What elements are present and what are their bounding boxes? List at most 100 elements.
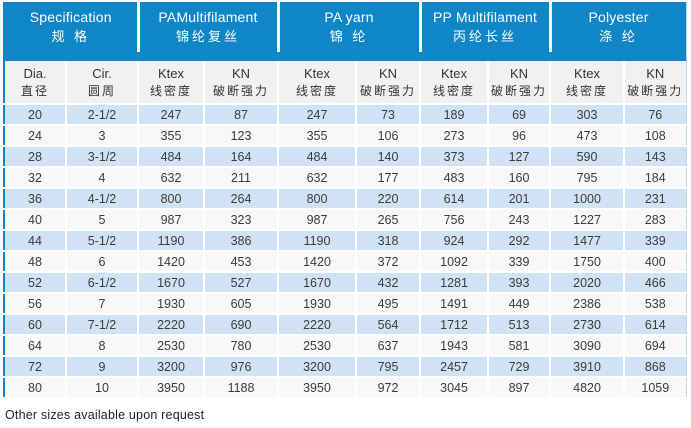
table-cell: 3090 [550,335,626,357]
table-cell: 386 [204,230,280,252]
table-cell: 231 [624,188,687,210]
table-cell: 513 [488,314,552,336]
group-header-row: Specification 规 格 PAMultifilament 锦纶复丝 PA ya… [4,2,687,52]
table-cell: 924 [420,230,490,252]
column-group-label-en: Specification [29,8,112,25]
table-cell: 323 [204,209,280,231]
table-cell: 4-1/2 [66,188,140,210]
column-header-label-en: Cir. [92,65,112,81]
table-cell: 1420 [278,251,358,273]
table-cell: 339 [488,251,552,273]
table-cell: 164 [204,146,280,168]
table-cell: 800 [278,188,358,210]
table-cell: 1712 [420,314,490,336]
column-header: Ktex 线密度 [138,61,206,105]
column-header: Ktex 线密度 [278,61,358,105]
column-header: Dia. 直径 [4,61,67,105]
table-cell: 483 [420,167,490,189]
table-cell: 780 [204,335,280,357]
table-row: 28 3-1/2 484 164 484 140 373 127 590 143 [4,146,687,168]
table-cell: 1227 [550,209,626,231]
table-cell: 590 [550,146,626,168]
table-cell: 76 [624,104,687,126]
table-cell: 2386 [550,293,626,315]
column-header-label-zh: 线密度 [296,83,339,98]
table-cell: 1092 [420,251,490,273]
table-cell: 20 [4,104,67,126]
table-cell: 756 [420,209,490,231]
column-header-label-en: KN [646,65,665,81]
table-cell: 127 [488,146,552,168]
table-cell: 1477 [550,230,626,252]
table-cell: 7 [66,293,140,315]
column-group-label-zh: 锦 纶 [329,28,369,44]
column-header-label-zh: 直径 [20,83,49,98]
table-cell: 28 [4,146,67,168]
table-cell: 108 [624,125,687,147]
table-cell: 393 [488,272,552,294]
table-cell: 355 [138,125,206,147]
table-cell: 449 [488,293,552,315]
column-header-label-zh: 破断强力 [491,83,548,98]
column-group-label-zh: 锦纶复丝 [176,28,241,44]
column-header-label-en: Ktex [158,65,185,81]
table-cell: 243 [488,209,552,231]
table-cell: 564 [356,314,422,336]
footer-note: Other sizes available upon request [5,408,205,422]
table-cell: 484 [278,146,358,168]
table-row: 24 3 355 123 355 106 273 96 473 108 [4,125,687,147]
table-cell: 303 [550,104,626,126]
table-cell: 72 [4,356,67,378]
table-cell: 247 [278,104,358,126]
table-row: 52 6-1/2 1670 527 1670 432 1281 393 2020 466 [4,272,687,294]
column-header-label-en: Ktex [304,65,331,81]
table-cell: 211 [204,167,280,189]
table-body: 20 2-1/2 247 87 247 73 189 69 303 76 24 3 355 123 355 1… [4,104,687,399]
column-group-label-en: PA yarn [324,8,374,25]
table-row: 72 9 3200 976 3200 795 2457 729 3910 868 [4,356,687,378]
table-cell: 868 [624,356,687,378]
column-header-label-zh: 线密度 [433,83,476,98]
table-cell: 3 [66,125,140,147]
table-cell: 60 [4,314,67,336]
table-cell: 184 [624,167,687,189]
column-header: KN 破断强力 [356,61,422,105]
table-header: Specification 规 格 PAMultifilament 锦纶复丝 PA ya… [4,2,687,105]
table-cell: 24 [4,125,67,147]
column-group-header: PAMultifilament 锦纶复丝 [138,2,280,52]
table-cell: 527 [204,272,280,294]
rope-specification-table: Specification 规 格 PAMultifilament 锦纶复丝 PA ya… [3,2,687,399]
table-row: 48 6 1420 453 1420 372 1092 339 1750 400 [4,251,687,273]
table-cell: 1420 [138,251,206,273]
table-cell: 632 [138,167,206,189]
column-header: Ktex 线密度 [420,61,490,105]
table-cell: 73 [356,104,422,126]
table-cell: 247 [138,104,206,126]
table-cell: 273 [420,125,490,147]
column-header: KN 破断强力 [624,61,687,105]
table-row: 80 10 3950 1188 3950 972 3045 897 4820 1059 [4,377,687,399]
table-cell: 605 [204,293,280,315]
table-cell: 1281 [420,272,490,294]
table-cell: 8 [66,335,140,357]
table-cell: 1750 [550,251,626,273]
column-header-label-zh: 线密度 [150,83,193,98]
table-cell: 283 [624,209,687,231]
table-cell: 2220 [138,314,206,336]
column-header-label-en: Ktex [441,65,468,81]
table-cell: 6-1/2 [66,272,140,294]
table-cell: 897 [488,377,552,399]
table-cell: 7-1/2 [66,314,140,336]
table-cell: 1670 [278,272,358,294]
column-header-label-en: KN [378,65,398,81]
table-cell: 373 [420,146,490,168]
table-cell: 2530 [138,335,206,357]
column-group-header: PA yarn 锦 纶 [278,2,422,52]
sub-header-row: Dia. 直径 Cir. 圆周 Ktex 线密度 KN 破断强力 Ktex 线密度 KN 破断强力 Kt… [4,61,687,105]
table-cell: 632 [278,167,358,189]
table-cell: 32 [4,167,67,189]
table-cell: 143 [624,146,687,168]
table-cell: 355 [278,125,358,147]
table-cell: 96 [488,125,552,147]
